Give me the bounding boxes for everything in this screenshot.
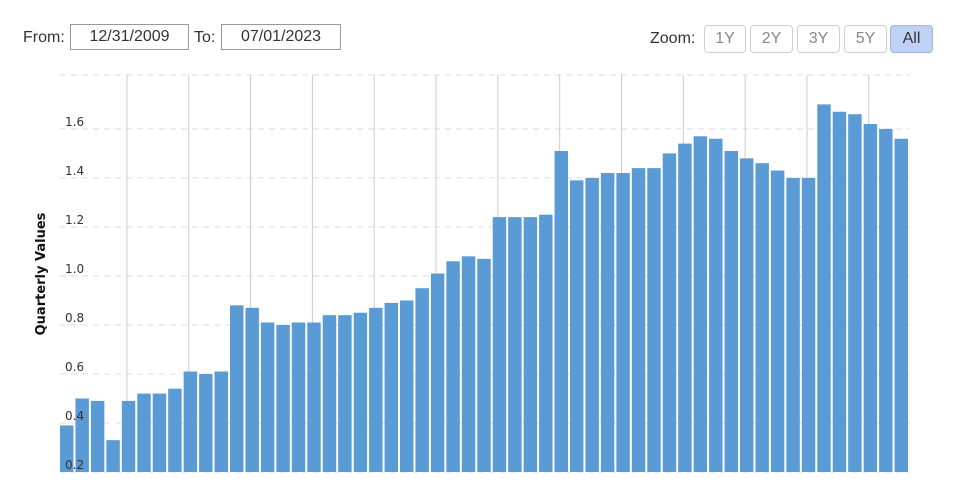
bar[interactable] <box>276 324 290 472</box>
bar[interactable] <box>755 163 769 472</box>
bar[interactable] <box>369 307 383 472</box>
bar[interactable] <box>832 111 847 472</box>
bar[interactable] <box>415 288 429 472</box>
bar[interactable] <box>786 177 800 472</box>
bar[interactable] <box>523 217 538 472</box>
bar[interactable] <box>817 104 831 472</box>
y-axis-label: Quarterly Values <box>34 212 49 335</box>
bar[interactable] <box>106 440 120 472</box>
y-tick-label: 0.2 <box>65 458 84 472</box>
y-tick-label: 1.6 <box>65 115 84 129</box>
zoom-all-button[interactable]: All <box>890 25 933 53</box>
bar[interactable] <box>245 307 259 472</box>
bar[interactable] <box>430 273 445 473</box>
y-tick-labels: 0.2 0.4 0.6 0.8 1.0 1.2 1.4 1.6 <box>65 115 84 472</box>
to-date-input[interactable] <box>221 24 341 50</box>
bar[interactable] <box>616 173 630 472</box>
bar[interactable] <box>600 173 615 472</box>
bar[interactable] <box>801 177 816 472</box>
y-tick-label: 0.8 <box>65 311 84 325</box>
bar[interactable] <box>199 373 213 472</box>
bar[interactable] <box>90 400 105 472</box>
bar[interactable] <box>770 170 785 472</box>
from-date-input[interactable] <box>70 24 189 50</box>
bar[interactable] <box>307 322 321 472</box>
bar[interactable] <box>492 217 507 472</box>
bar[interactable] <box>322 315 337 472</box>
bar[interactable] <box>291 322 306 472</box>
bar[interactable] <box>879 128 893 472</box>
bar[interactable] <box>75 398 89 472</box>
bar[interactable] <box>554 150 568 472</box>
bar[interactable] <box>647 168 661 472</box>
bar[interactable] <box>848 114 862 473</box>
bar[interactable] <box>400 300 414 472</box>
bar[interactable] <box>709 138 723 472</box>
bar[interactable] <box>183 371 198 472</box>
bar[interactable] <box>230 305 244 472</box>
bar[interactable] <box>461 256 476 472</box>
bar[interactable] <box>477 258 491 472</box>
bar[interactable] <box>740 158 754 472</box>
from-label: From: <box>23 29 65 46</box>
bar[interactable] <box>724 150 738 472</box>
zoom-2y-button[interactable]: 2Y <box>750 25 793 53</box>
bar[interactable] <box>137 393 151 472</box>
bar[interactable] <box>168 388 182 472</box>
bar[interactable] <box>121 400 136 472</box>
bar[interactable] <box>508 217 522 472</box>
y-tick-label: 0.4 <box>65 409 84 423</box>
bar[interactable] <box>260 322 275 472</box>
toolbar: From: To: Zoom: 1Y 2Y 3Y 5Y All <box>0 0 963 60</box>
bar[interactable] <box>585 177 599 472</box>
bar[interactable] <box>570 180 584 472</box>
bar[interactable] <box>894 138 908 472</box>
zoom-3y-button[interactable]: 3Y <box>797 25 840 53</box>
y-tick-label: 1.0 <box>65 262 84 276</box>
bar[interactable] <box>338 315 352 472</box>
zoom-5y-button[interactable]: 5Y <box>844 25 887 53</box>
bar[interactable] <box>446 261 460 472</box>
bar[interactable] <box>863 124 878 472</box>
bar[interactable] <box>539 214 553 472</box>
bar[interactable] <box>152 393 167 472</box>
bar[interactable] <box>693 136 708 472</box>
to-label: To: <box>194 29 216 46</box>
bars-layer <box>60 104 908 473</box>
y-tick-label: 1.2 <box>65 213 84 227</box>
bar[interactable] <box>662 153 677 473</box>
bar[interactable] <box>384 302 398 472</box>
bar[interactable] <box>353 312 368 472</box>
zoom-label: Zoom: <box>650 30 696 47</box>
bar[interactable] <box>60 425 74 472</box>
zoom-1y-button[interactable]: 1Y <box>704 25 746 53</box>
y-tick-label: 1.4 <box>65 164 84 178</box>
bar[interactable] <box>631 168 646 472</box>
bar[interactable] <box>678 143 692 472</box>
y-tick-label: 0.6 <box>65 360 84 374</box>
bar[interactable] <box>214 371 228 472</box>
